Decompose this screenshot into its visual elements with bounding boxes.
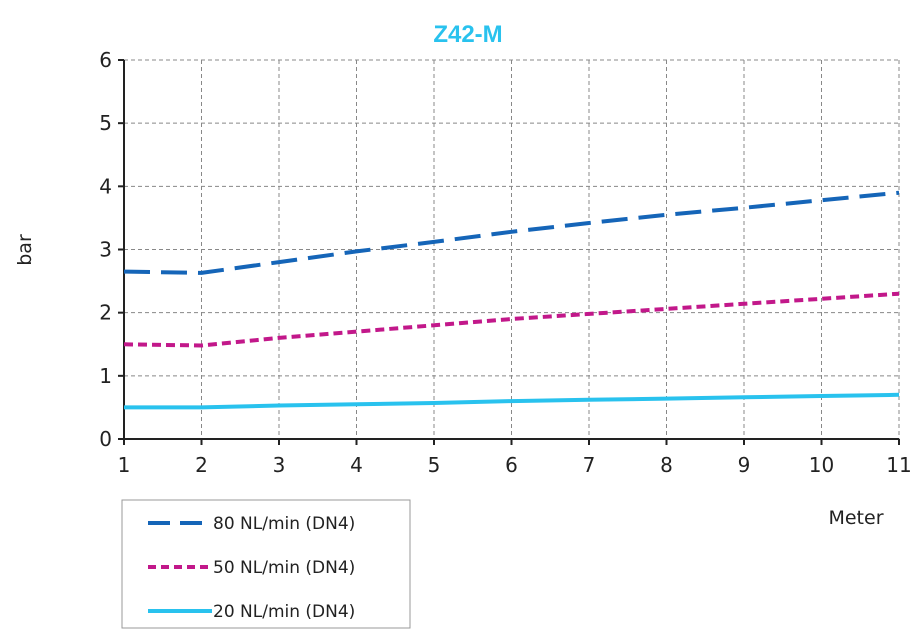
x-tick-label-0: 1 <box>118 453 131 477</box>
series-line-2 <box>124 392 900 410</box>
x-tick-label-9: 10 <box>809 453 834 477</box>
y-tick-label-4: 4 <box>99 174 112 198</box>
x-tick-labels: 1 2 3 4 5 6 7 8 9 10 11 <box>118 453 912 477</box>
series-line-0 <box>123 190 900 275</box>
axes <box>118 59 900 445</box>
y-tick-label-0: 0 <box>99 427 112 451</box>
legend-label-1: 50 NL/min (DN4) <box>213 558 355 578</box>
legend-label-2: 20 NL/min (DN4) <box>213 602 355 622</box>
x-tick-label-5: 6 <box>505 453 518 477</box>
series-lines <box>123 190 900 410</box>
y-axis-label: bar <box>14 234 36 266</box>
x-tick-label-4: 5 <box>428 453 441 477</box>
x-tick-label-3: 4 <box>350 453 363 477</box>
legend: 80 NL/min (DN4) 50 NL/min (DN4) 20 NL/min … <box>121 499 411 629</box>
x-tick-label-8: 9 <box>738 453 751 477</box>
series-line-1 <box>123 291 900 348</box>
x-tick-label-6: 7 <box>583 453 596 477</box>
y-tick-labels: 0 1 2 3 4 5 6 <box>99 48 112 451</box>
chart-title: Z42-M <box>433 21 502 48</box>
grid <box>124 59 900 439</box>
y-tick-label-3: 3 <box>99 238 112 262</box>
x-tick-label-10: 11 <box>886 453 911 477</box>
x-tick-label-1: 2 <box>195 453 208 477</box>
y-tick-label-2: 2 <box>99 301 112 325</box>
y-tick-label-6: 6 <box>99 48 112 72</box>
y-tick-label-5: 5 <box>99 111 112 135</box>
x-tick-label-2: 3 <box>273 453 286 477</box>
legend-label-0: 80 NL/min (DN4) <box>213 514 355 534</box>
legend-frame <box>121 499 411 629</box>
x-tick-label-7: 8 <box>660 453 673 477</box>
y-tick-label-1: 1 <box>99 364 112 388</box>
x-axis-label: Meter <box>828 507 883 529</box>
